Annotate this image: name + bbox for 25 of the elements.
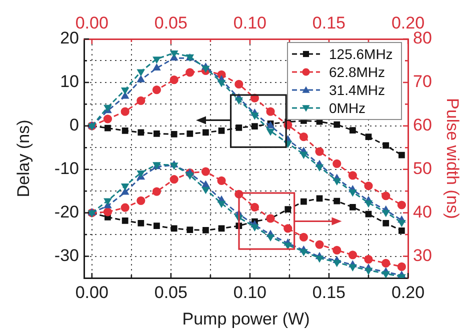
legend-label: 125.6MHz xyxy=(329,45,393,63)
x-tick-label: 0.20 xyxy=(391,282,425,302)
y2-tick-label: 60 xyxy=(413,116,432,135)
y2-tick-label: 50 xyxy=(413,159,432,178)
x2-tick-label: 0.05 xyxy=(154,13,188,32)
y2-tick-label: 70 xyxy=(413,72,432,92)
legend-label: 0MHz xyxy=(329,99,366,117)
y-tick-label: 0 xyxy=(70,116,79,135)
x-tick-label: 0.15 xyxy=(312,282,346,302)
x-tick-label: 0.00 xyxy=(75,282,108,302)
x-tick-label: 0.05 xyxy=(154,282,188,302)
x2-tick-label: 0.10 xyxy=(233,13,266,32)
x2-tick-label: 0.15 xyxy=(312,13,346,32)
legend-label: 31.4MHz xyxy=(329,81,386,99)
y2-tick-label: 30 xyxy=(413,246,432,265)
y2-axis-title: Pulse width (ns) xyxy=(443,98,462,219)
x-tick-label: 0.10 xyxy=(233,282,266,302)
y-tick-label: 10 xyxy=(60,72,79,92)
y-tick-label: -10 xyxy=(54,159,79,178)
y2-tick-label: 40 xyxy=(413,202,432,222)
legend-label: 62.8MHz xyxy=(329,63,386,81)
y-tick-label: -30 xyxy=(54,246,79,265)
y-tick-label: -20 xyxy=(54,202,79,222)
y-axis-title: Delay (ns) xyxy=(14,120,33,198)
x-axis-title: Pump power (W) xyxy=(182,309,310,328)
